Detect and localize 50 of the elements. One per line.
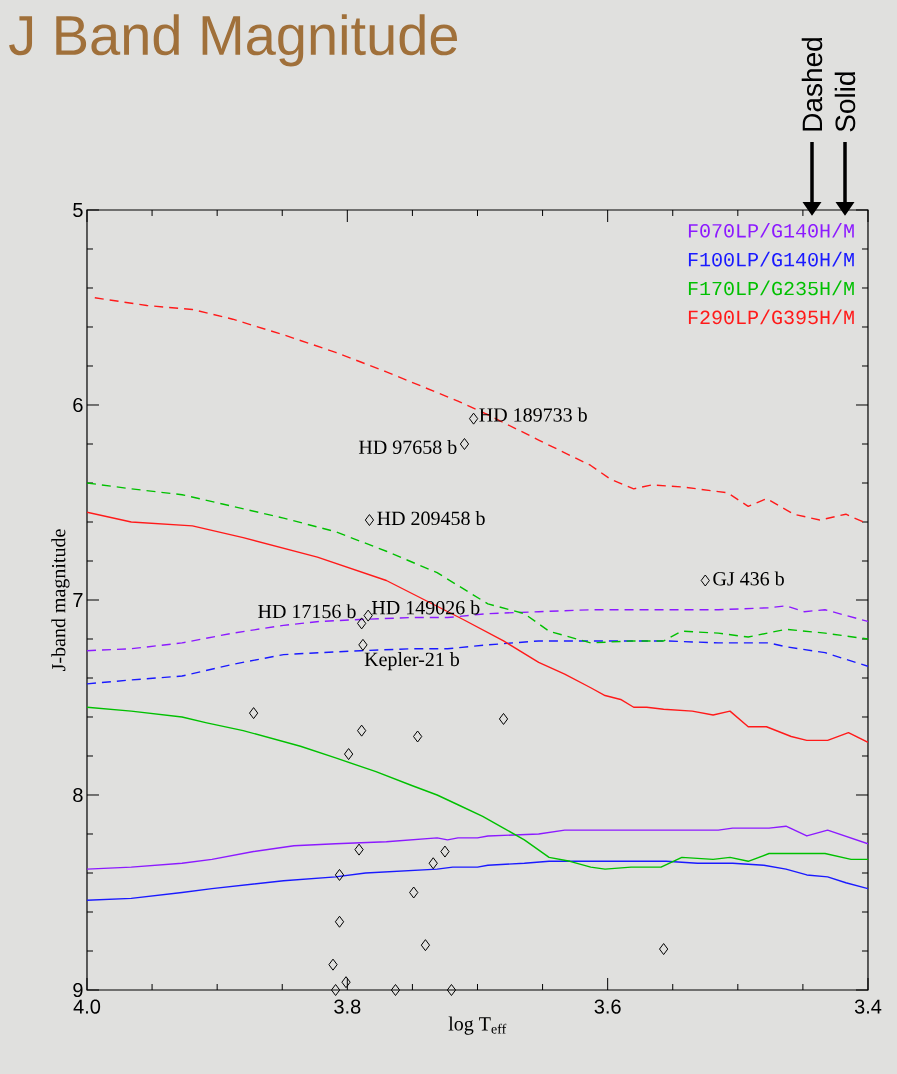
point bbox=[446, 984, 457, 996]
point bbox=[354, 843, 364, 856]
y-tick-label: 5 bbox=[73, 203, 83, 217]
line-series bbox=[86, 511, 868, 744]
annotation: HD 209458 b bbox=[377, 511, 485, 526]
y-tick-label: 7 bbox=[73, 593, 83, 607]
point bbox=[344, 748, 354, 761]
text: F290LP/G395H/M bbox=[688, 309, 854, 325]
point bbox=[248, 707, 259, 720]
y-axis-title: J-band magnitude bbox=[51, 529, 70, 671]
y-tick-label: 9 bbox=[73, 982, 83, 998]
annotation: Kepler-21 b bbox=[364, 652, 460, 671]
point bbox=[700, 574, 710, 587]
annotation: HD 97658 b bbox=[358, 439, 457, 455]
y-tick-label: 6 bbox=[73, 397, 83, 413]
text: Dashed bbox=[801, 38, 823, 131]
point bbox=[328, 958, 338, 971]
x-tick-label: 3.4 bbox=[854, 999, 882, 1014]
text: F100LP/G140H/M bbox=[688, 251, 854, 267]
point bbox=[459, 438, 470, 450]
point bbox=[357, 617, 367, 630]
x-tick-label: 4.0 bbox=[73, 999, 101, 1014]
annotation: HD 17156 b bbox=[258, 604, 356, 619]
text: F070LP/G140H/M bbox=[688, 222, 854, 238]
x-tick-label: 3.8 bbox=[334, 999, 361, 1014]
point bbox=[363, 609, 373, 622]
x-tick-label: 3.6 bbox=[594, 999, 621, 1014]
annotation: GJ 436 b bbox=[713, 571, 784, 586]
point bbox=[659, 943, 669, 956]
point bbox=[412, 730, 423, 743]
point bbox=[334, 915, 345, 928]
text: F170LP/G235H/M bbox=[688, 280, 854, 296]
chart-title: J Band Magnitude bbox=[9, 14, 458, 67]
x-axis-title: log T$_{eff}$ bbox=[448, 1016, 507, 1035]
point bbox=[428, 857, 438, 870]
point bbox=[409, 886, 419, 899]
point bbox=[358, 638, 368, 651]
y-tick-label: 8 bbox=[73, 787, 83, 803]
point bbox=[341, 976, 351, 989]
point bbox=[364, 514, 375, 527]
point bbox=[390, 984, 401, 996]
text: Solid bbox=[834, 72, 856, 132]
point bbox=[440, 845, 450, 858]
point bbox=[498, 712, 509, 725]
point bbox=[357, 724, 367, 737]
annotation: HD 189733 b bbox=[479, 407, 587, 422]
point bbox=[334, 868, 345, 881]
point bbox=[420, 939, 431, 952]
point bbox=[468, 412, 479, 425]
point bbox=[330, 984, 341, 996]
